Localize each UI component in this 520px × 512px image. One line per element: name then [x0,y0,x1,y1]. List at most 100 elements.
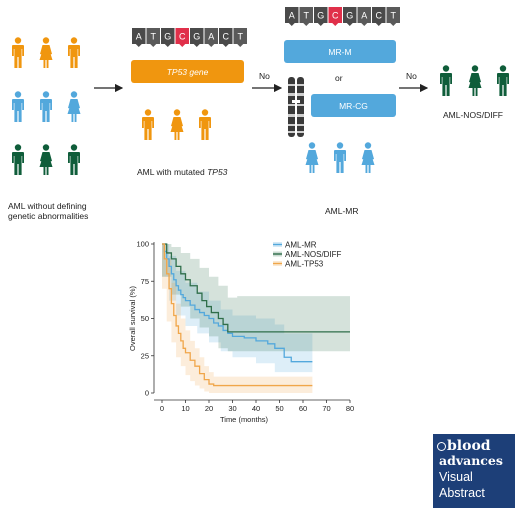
svg-text:T: T [238,32,244,42]
y-tick-label: 75 [141,277,149,286]
nos-group-label: AML-NOS/DIFF [443,110,503,120]
blood-advances-visual-abstract-logo: blood advances Visual Abstract [433,434,515,508]
no-label: No [406,71,417,81]
svg-text:C: C [376,11,383,21]
person-icon [39,144,53,175]
dna-base: T [386,7,400,26]
tp53-group-label: AML with mutated TP53 [137,167,228,177]
x-tick-label: 30 [228,404,236,413]
svg-text:G: G [317,11,324,21]
dna-base: T [146,28,160,47]
person-icon [305,142,319,173]
green-people-row [12,144,80,175]
dna-base: A [285,7,299,26]
svg-text:A: A [289,11,295,21]
svg-text:A: A [208,32,214,42]
person-icon [68,144,80,175]
survival-curve [162,243,313,363]
x-tick-label: 80 [346,404,354,413]
y-tick-label: 25 [141,351,149,360]
svg-text:A: A [136,32,142,42]
dna-base: G [161,28,175,47]
dna-base: T [299,7,313,26]
blood-drop-icon [437,442,446,451]
start-group-label: AML without defining genetic abnormaliti… [8,201,88,221]
survival-chart: 0 10 20 30 40 50 60 70 80 0 25 50 75 100 Time (months)… [128,240,354,425]
person-icon [440,65,452,96]
tp53-gene-box: TP53 gene [131,60,244,83]
blue-people-row [12,91,81,122]
svg-text:T: T [151,32,157,42]
svg-text:G: G [164,32,171,42]
x-tick-label: 70 [322,404,330,413]
mr-people-row [305,142,375,173]
dna-base: C [219,28,233,47]
x-tick-label: 60 [299,404,307,413]
survival-curve [162,243,350,333]
no-label: No [259,71,270,81]
y-axis-label: Overall survival (%) [128,285,137,351]
y-tick-label: 50 [141,314,149,323]
dna-base: A [357,7,371,26]
person-icon [334,142,346,173]
person-icon [12,37,24,68]
start-label-line2: genetic abnormalities [8,211,89,221]
mr-cg-box: MR-CG [311,94,396,117]
y-tick-label: 0 [145,389,149,398]
survival-curve [162,243,313,387]
mr-group-label: AML-MR [325,206,359,216]
person-icon [68,37,80,68]
nos-people-row [440,65,509,96]
person-icon [142,109,154,140]
person-icon [170,109,184,140]
orange-people-row [12,37,80,68]
dna-base: G [343,7,357,26]
person-icon [199,109,211,140]
start-label-line1: AML without defining [8,201,87,211]
confidence-band [162,244,313,373]
svg-text:C: C [332,11,339,21]
confidence-band [162,244,313,393]
person-icon [468,65,482,96]
person-icon [12,144,24,175]
person-icon [40,91,52,122]
x-tick-label: 0 [160,404,164,413]
dna-base: C [372,7,386,26]
dna-base: G [314,7,328,26]
x-tick-label: 20 [205,404,213,413]
confidence-band [162,244,350,352]
person-icon [39,37,53,68]
svg-text:T: T [304,11,310,21]
legend-label: AML-MR [285,241,317,250]
svg-text:G: G [193,32,200,42]
person-icon [361,142,375,173]
svg-text:C: C [223,32,230,42]
svg-text:T: T [391,11,397,21]
legend-label: AML-NOS/DIFF [285,250,342,259]
legend-label: AML-TP53 [285,260,324,269]
x-tick-label: 10 [181,404,189,413]
dna-base-mutated: C [175,28,189,47]
dna-base: G [190,28,204,47]
tp53-people-row [142,109,211,140]
person-icon [67,91,81,122]
chromosome-icon [288,77,304,137]
person-icon [497,65,509,96]
svg-text:C: C [179,32,186,42]
or-label: or [335,73,343,83]
dna-base: T [233,28,247,47]
dna-base: A [204,28,218,47]
x-tick-label: 40 [252,404,260,413]
svg-text:G: G [346,11,353,21]
dna-base-mutated: C [328,7,342,26]
mr-m-box: MR-M [284,40,396,63]
x-tick-label: 50 [275,404,283,413]
dna-base: A [132,28,146,47]
y-tick-label: 100 [136,240,149,249]
x-axis-label: Time (months) [220,415,269,424]
person-icon [12,91,24,122]
svg-text:A: A [361,11,367,21]
